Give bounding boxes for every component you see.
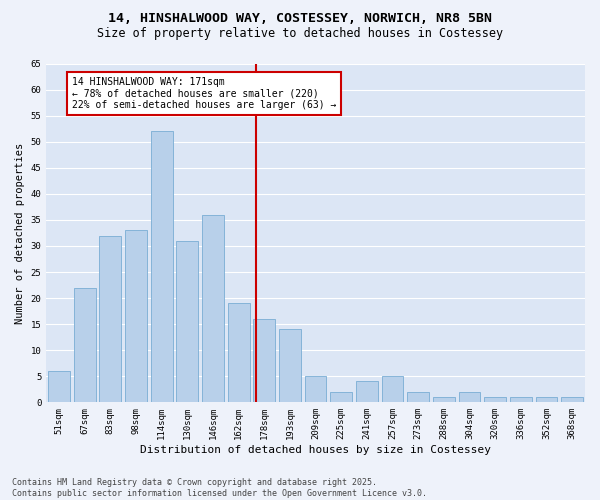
Bar <box>458 392 481 402</box>
Text: 14, HINSHALWOOD WAY, COSTESSEY, NORWICH, NR8 5BN: 14, HINSHALWOOD WAY, COSTESSEY, NORWICH,… <box>108 12 492 26</box>
Bar <box>202 214 224 402</box>
Bar <box>356 382 378 402</box>
Bar <box>176 240 198 402</box>
Y-axis label: Number of detached properties: Number of detached properties <box>15 142 25 324</box>
Text: Contains HM Land Registry data © Crown copyright and database right 2025.
Contai: Contains HM Land Registry data © Crown c… <box>12 478 427 498</box>
Bar <box>382 376 403 402</box>
X-axis label: Distribution of detached houses by size in Costessey: Distribution of detached houses by size … <box>140 445 491 455</box>
Bar <box>331 392 352 402</box>
Bar <box>484 397 506 402</box>
Bar <box>125 230 147 402</box>
Bar <box>561 397 583 402</box>
Bar <box>305 376 326 402</box>
Bar <box>228 304 250 402</box>
Text: 14 HINSHALWOOD WAY: 171sqm
← 78% of detached houses are smaller (220)
22% of sem: 14 HINSHALWOOD WAY: 171sqm ← 78% of deta… <box>72 76 336 110</box>
Bar <box>253 319 275 402</box>
Bar <box>100 236 121 402</box>
Bar <box>510 397 532 402</box>
Bar <box>433 397 455 402</box>
Bar <box>407 392 429 402</box>
Bar <box>48 371 70 402</box>
Bar <box>151 132 173 402</box>
Bar <box>279 330 301 402</box>
Text: Size of property relative to detached houses in Costessey: Size of property relative to detached ho… <box>97 28 503 40</box>
Bar <box>74 288 95 403</box>
Bar <box>536 397 557 402</box>
